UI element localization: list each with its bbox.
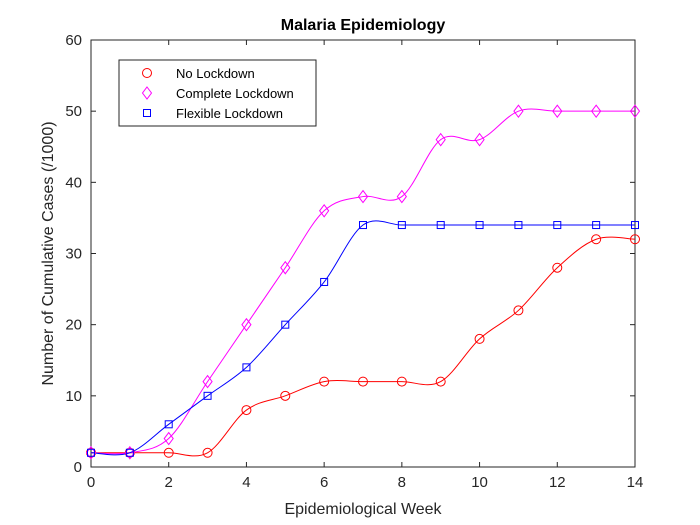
data-point-flexible-lockdown [242, 363, 251, 372]
y-tick-label: 50 [65, 103, 82, 120]
data-point-no-lockdown [513, 305, 524, 316]
x-tick-label: 8 [398, 474, 406, 491]
data-point-complete-lockdown [629, 104, 641, 118]
y-axis-label: Number of Cumulative Cases (/1000) [40, 121, 57, 385]
data-point-no-lockdown [435, 376, 446, 387]
data-point-complete-lockdown [241, 317, 252, 332]
legend: No Lockdown Complete Lockdown Flexible Loc… [118, 59, 317, 127]
x-tick-label: 12 [549, 474, 566, 491]
x-tick-label: 2 [165, 474, 173, 491]
series-line-no-lockdown [91, 236, 636, 457]
x-tick-label: 4 [242, 474, 250, 491]
y-tick-label: 60 [65, 32, 82, 49]
data-point-no-lockdown [202, 447, 213, 458]
x-tick-label: 14 [627, 474, 644, 491]
series-markers [85, 104, 641, 460]
data-point-flexible-lockdown [592, 221, 601, 230]
data-point-flexible-lockdown [125, 448, 134, 457]
axis-ticks: 0 2 4 6 8 10 12 14 0 10 20 30 40 50 60 [65, 32, 643, 491]
y-tick-label: 20 [65, 317, 82, 334]
data-point-no-lockdown [241, 405, 252, 416]
data-point-flexible-lockdown [281, 320, 290, 329]
y-tick-label: 0 [74, 459, 82, 476]
y-tick-label: 10 [65, 388, 82, 405]
data-point-no-lockdown [474, 333, 485, 344]
data-point-complete-lockdown [591, 104, 602, 118]
x-tick-label: 0 [87, 474, 95, 491]
legend-marker-flexible-lockdown [143, 109, 151, 117]
y-tick-label: 40 [65, 174, 82, 191]
data-point-complete-lockdown [513, 104, 524, 118]
data-point-no-lockdown [358, 376, 368, 387]
legend-label-complete-lockdown: Complete Lockdown [176, 86, 294, 101]
data-point-no-lockdown [280, 390, 291, 401]
data-point-flexible-lockdown [320, 277, 329, 286]
data-point-flexible-lockdown [553, 221, 562, 230]
data-point-complete-lockdown [435, 132, 446, 147]
data-point-no-lockdown [552, 262, 563, 273]
data-point-complete-lockdown [357, 189, 369, 204]
data-point-no-lockdown [163, 447, 174, 458]
x-axis-label: Epidemiological Week [284, 501, 442, 518]
data-point-flexible-lockdown [631, 221, 639, 230]
data-point-no-lockdown [319, 376, 330, 387]
data-point-flexible-lockdown [436, 221, 445, 230]
data-point-flexible-lockdown [359, 221, 367, 230]
series-lines [90, 108, 636, 457]
data-point-no-lockdown [591, 234, 602, 245]
data-point-flexible-lockdown [203, 391, 212, 400]
data-point-complete-lockdown [552, 104, 563, 118]
data-point-flexible-lockdown [87, 448, 95, 457]
series-line-complete-lockdown [90, 108, 635, 455]
data-point-complete-lockdown [202, 374, 213, 389]
y-tick-label: 30 [65, 246, 82, 263]
data-point-no-lockdown [630, 234, 640, 245]
legend-label-flexible-lockdown: Flexible Lockdown [176, 106, 283, 121]
chart-title: Malaria Epidemiology [281, 17, 446, 34]
legend-label-no-lockdown: No Lockdown [176, 66, 255, 81]
data-point-flexible-lockdown [164, 420, 173, 429]
data-point-complete-lockdown [396, 189, 407, 204]
data-point-complete-lockdown [163, 431, 174, 446]
data-point-complete-lockdown [280, 260, 291, 275]
data-point-complete-lockdown [319, 203, 330, 218]
data-point-flexible-lockdown [475, 221, 484, 230]
x-tick-label: 6 [320, 474, 328, 491]
series-line-flexible-lockdown [90, 220, 635, 456]
data-point-complete-lockdown [474, 132, 485, 147]
legend-marker-complete-lockdown [141, 86, 153, 100]
legend-marker-no-lockdown [142, 68, 152, 78]
data-point-flexible-lockdown [514, 221, 523, 230]
x-tick-label: 10 [471, 474, 488, 491]
data-point-no-lockdown [396, 376, 407, 387]
data-point-flexible-lockdown [397, 221, 406, 230]
